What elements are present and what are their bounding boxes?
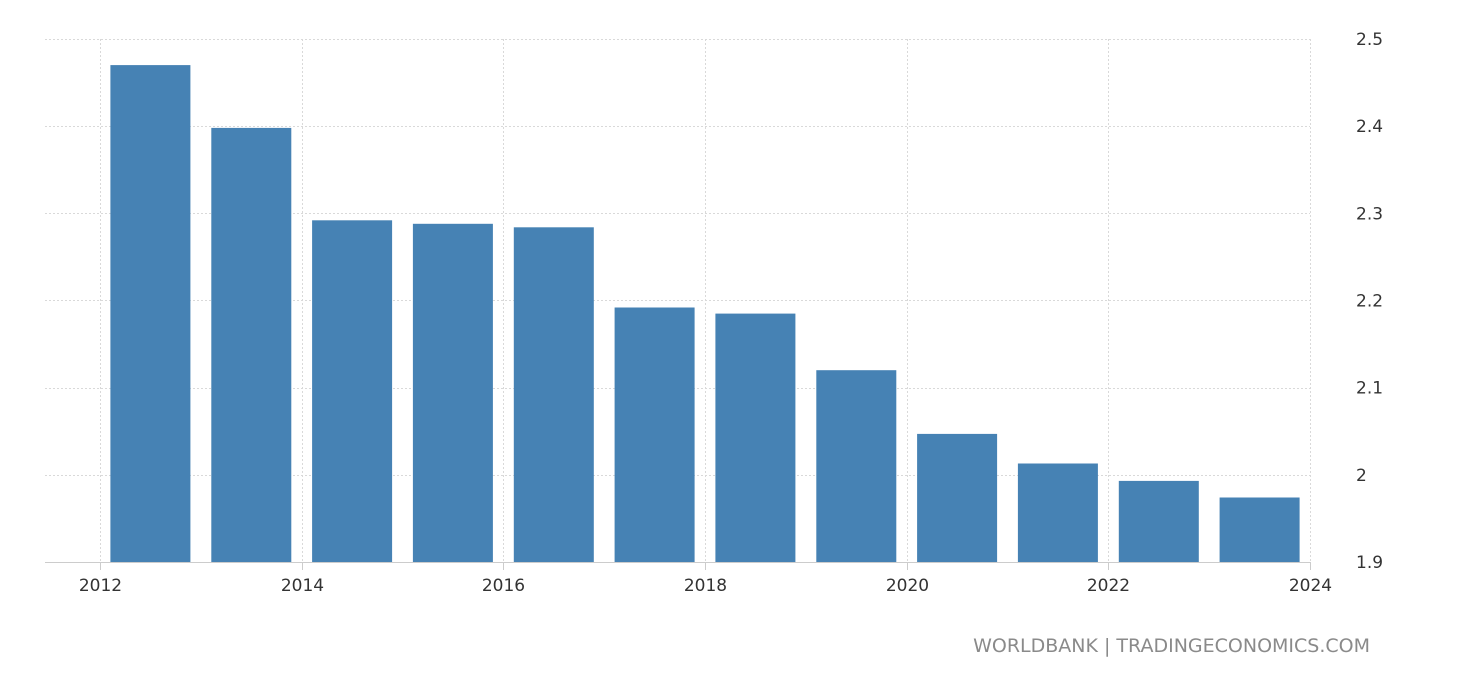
bar — [110, 65, 191, 562]
bar — [312, 220, 393, 563]
y-tick-label: 2 — [1356, 466, 1367, 486]
x-tick-label: 2016 — [482, 576, 525, 596]
y-tick-label: 1.9 — [1356, 553, 1383, 573]
bar — [513, 227, 594, 563]
bar — [1219, 497, 1300, 562]
bar — [614, 307, 695, 562]
bar — [1017, 463, 1098, 562]
bar — [412, 223, 493, 563]
bar — [715, 313, 796, 562]
y-tick-label: 2.4 — [1356, 117, 1383, 137]
y-tick-label: 2.5 — [1356, 30, 1383, 50]
y-tick-label: 2.1 — [1356, 379, 1383, 399]
x-tick-label: 2018 — [684, 576, 727, 596]
y-tick-label: 2.3 — [1356, 204, 1383, 224]
x-axis-ticks: 2012 2014 2016 2018 2020 2022 2024 — [79, 562, 1332, 596]
bar — [816, 370, 897, 562]
y-axis-ticks: 1.9 2 2.1 2.2 2.3 2.4 2.5 — [1356, 30, 1383, 573]
x-tick-label: 2024 — [1289, 576, 1332, 596]
bar — [917, 433, 998, 562]
x-tick-label: 2022 — [1087, 576, 1130, 596]
x-tick-label: 2012 — [79, 576, 122, 596]
source-label: WORLDBANK | TRADINGECONOMICS.COM — [973, 635, 1370, 657]
y-tick-label: 2.2 — [1356, 292, 1383, 312]
x-tick-label: 2014 — [281, 576, 324, 596]
bars — [110, 65, 1300, 563]
bar — [211, 127, 292, 563]
bar — [1118, 480, 1199, 562]
x-tick-label: 2020 — [886, 576, 929, 596]
